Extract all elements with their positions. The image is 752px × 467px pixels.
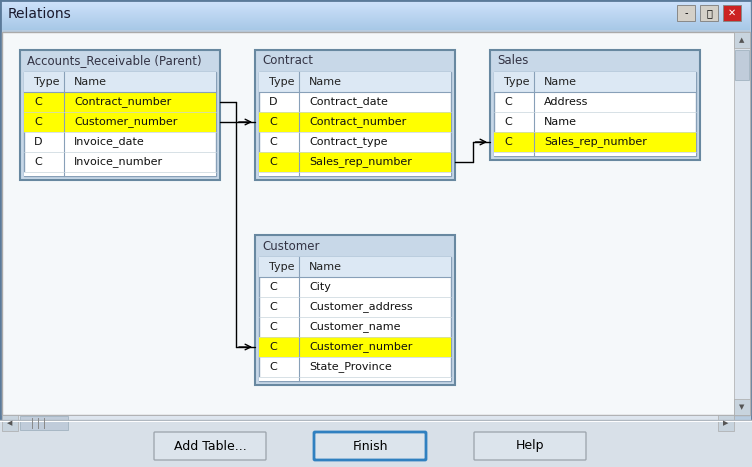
Text: C: C: [269, 282, 277, 292]
Text: C: C: [269, 322, 277, 332]
Text: Sales_rep_number: Sales_rep_number: [544, 136, 647, 148]
FancyBboxPatch shape: [154, 432, 266, 460]
FancyBboxPatch shape: [2, 27, 750, 28]
Text: Customer_name: Customer_name: [309, 322, 401, 333]
FancyBboxPatch shape: [734, 32, 750, 415]
Text: C: C: [504, 117, 512, 127]
Text: Invoice_date: Invoice_date: [74, 136, 144, 148]
FancyBboxPatch shape: [735, 50, 749, 80]
FancyBboxPatch shape: [259, 72, 451, 92]
FancyBboxPatch shape: [2, 5, 750, 6]
Text: D: D: [269, 97, 277, 107]
Text: Type: Type: [269, 262, 295, 272]
Text: ◀: ◀: [8, 420, 13, 426]
FancyBboxPatch shape: [2, 22, 750, 23]
FancyBboxPatch shape: [2, 13, 750, 14]
Text: ⬜: ⬜: [706, 8, 712, 18]
FancyBboxPatch shape: [2, 29, 750, 30]
FancyBboxPatch shape: [259, 72, 451, 176]
Text: Name: Name: [74, 77, 107, 87]
FancyBboxPatch shape: [259, 172, 451, 176]
Text: ▼: ▼: [739, 404, 744, 410]
FancyBboxPatch shape: [259, 152, 451, 172]
FancyBboxPatch shape: [2, 15, 750, 16]
Text: C: C: [34, 157, 42, 167]
FancyBboxPatch shape: [24, 72, 216, 176]
FancyBboxPatch shape: [2, 9, 750, 10]
Text: Customer: Customer: [262, 240, 320, 253]
FancyBboxPatch shape: [2, 2, 750, 3]
Text: ▲: ▲: [739, 37, 744, 43]
FancyBboxPatch shape: [259, 112, 451, 132]
Text: Type: Type: [269, 77, 295, 87]
FancyBboxPatch shape: [259, 257, 451, 381]
Text: Customer_number: Customer_number: [309, 341, 412, 353]
FancyBboxPatch shape: [723, 5, 741, 21]
FancyBboxPatch shape: [700, 5, 718, 21]
Text: C: C: [504, 137, 512, 147]
FancyBboxPatch shape: [314, 432, 426, 460]
FancyBboxPatch shape: [2, 11, 750, 12]
FancyBboxPatch shape: [2, 7, 750, 8]
Text: Type: Type: [504, 77, 529, 87]
FancyBboxPatch shape: [734, 32, 750, 48]
Text: C: C: [269, 137, 277, 147]
FancyBboxPatch shape: [494, 72, 696, 92]
Text: ✕: ✕: [728, 8, 736, 18]
FancyBboxPatch shape: [20, 50, 220, 180]
Text: Contract_type: Contract_type: [309, 136, 387, 148]
Text: Contract: Contract: [262, 55, 313, 68]
Text: Customer_number: Customer_number: [74, 117, 177, 127]
Text: Contract_number: Contract_number: [74, 97, 171, 107]
Text: Customer_address: Customer_address: [309, 302, 413, 312]
Text: Finish: Finish: [352, 439, 388, 453]
Text: Invoice_number: Invoice_number: [74, 156, 163, 168]
FancyBboxPatch shape: [2, 17, 750, 18]
FancyBboxPatch shape: [490, 50, 700, 160]
FancyBboxPatch shape: [2, 415, 734, 431]
Text: Type: Type: [34, 77, 59, 87]
FancyBboxPatch shape: [2, 6, 750, 7]
FancyBboxPatch shape: [259, 337, 451, 357]
FancyBboxPatch shape: [494, 72, 696, 156]
Text: Accounts_Receivable (Parent): Accounts_Receivable (Parent): [27, 55, 202, 68]
FancyBboxPatch shape: [494, 152, 696, 156]
FancyBboxPatch shape: [2, 23, 750, 24]
Text: C: C: [504, 97, 512, 107]
Text: C: C: [34, 97, 42, 107]
Text: C: C: [269, 302, 277, 312]
FancyBboxPatch shape: [2, 415, 18, 431]
Text: Help: Help: [516, 439, 544, 453]
FancyBboxPatch shape: [2, 19, 750, 20]
FancyBboxPatch shape: [2, 16, 750, 17]
FancyBboxPatch shape: [2, 8, 750, 9]
FancyBboxPatch shape: [2, 26, 750, 27]
FancyBboxPatch shape: [0, 420, 752, 467]
FancyBboxPatch shape: [2, 10, 750, 11]
Text: -: -: [684, 8, 688, 18]
Text: C: C: [269, 362, 277, 372]
FancyBboxPatch shape: [2, 12, 750, 13]
Text: Name: Name: [544, 77, 577, 87]
Text: Contract_date: Contract_date: [309, 97, 388, 107]
Text: C: C: [34, 117, 42, 127]
FancyBboxPatch shape: [255, 235, 455, 385]
Text: Name: Name: [309, 77, 342, 87]
FancyBboxPatch shape: [718, 415, 734, 431]
Text: ▶: ▶: [723, 420, 729, 426]
FancyBboxPatch shape: [259, 377, 451, 381]
FancyBboxPatch shape: [24, 172, 216, 176]
Text: Sales_rep_number: Sales_rep_number: [309, 156, 412, 168]
Text: C: C: [269, 117, 277, 127]
FancyBboxPatch shape: [20, 416, 68, 430]
FancyBboxPatch shape: [474, 432, 586, 460]
Text: State_Province: State_Province: [309, 361, 392, 373]
FancyBboxPatch shape: [259, 257, 451, 277]
FancyBboxPatch shape: [2, 28, 750, 29]
FancyBboxPatch shape: [24, 112, 216, 132]
Text: Add Table...: Add Table...: [174, 439, 247, 453]
Text: C: C: [269, 157, 277, 167]
FancyBboxPatch shape: [2, 14, 750, 15]
FancyBboxPatch shape: [24, 92, 216, 112]
